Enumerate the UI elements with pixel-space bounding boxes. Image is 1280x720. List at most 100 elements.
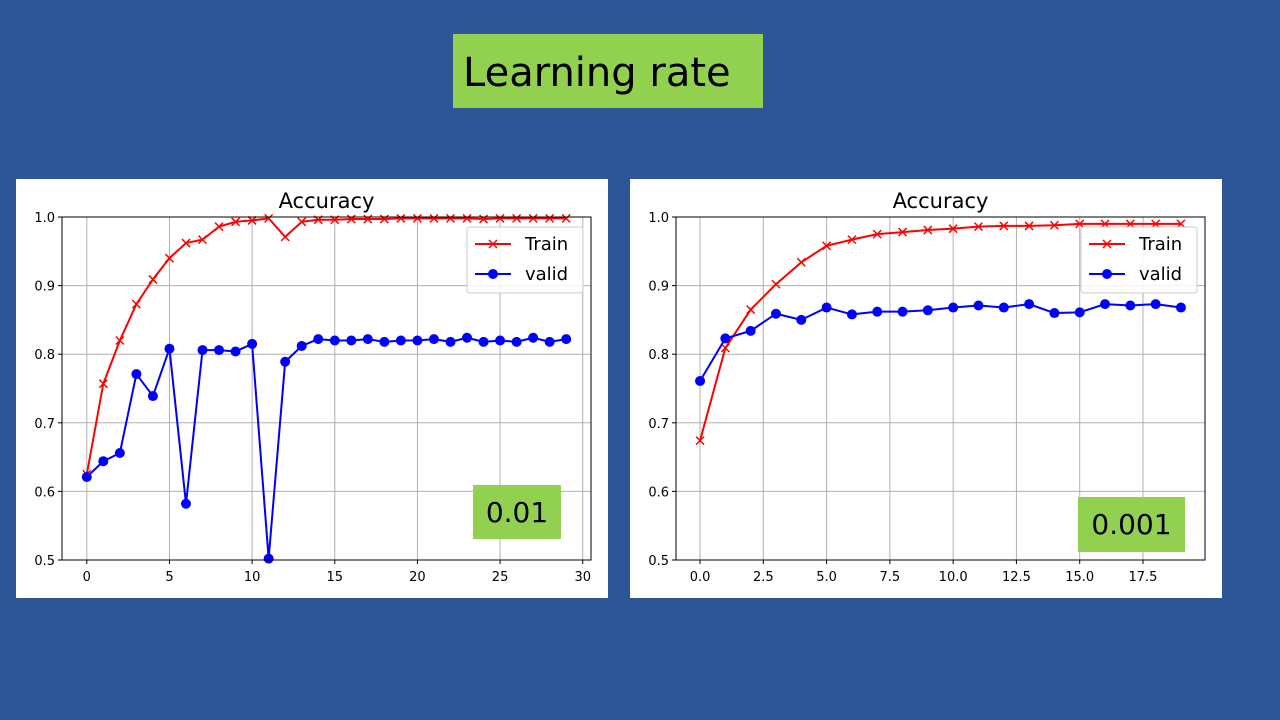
series-train-point bbox=[363, 214, 373, 224]
accuracy-chart-lr-0.01: Accuracy 0.5 0.6 0.7 0.8 0.9 1.0 0 5 10 15 20 25 30 Tr… bbox=[34, 189, 592, 585]
plot-frame bbox=[61, 216, 592, 561]
legend-train-label: Train bbox=[1138, 234, 1182, 255]
x-tick-label: 15 bbox=[326, 570, 343, 585]
x-tick-label: 15.0 bbox=[1065, 570, 1094, 585]
series-train-point bbox=[923, 225, 933, 235]
series-valid-point bbox=[313, 334, 324, 345]
series-valid-point bbox=[462, 332, 473, 343]
legend-train-marker bbox=[1102, 239, 1112, 249]
series-train-point bbox=[164, 253, 174, 263]
series-valid-point bbox=[147, 391, 158, 402]
series-valid-point bbox=[362, 334, 373, 345]
x-tick-label: 17.5 bbox=[1129, 570, 1158, 585]
series-train-point bbox=[695, 436, 705, 446]
x-tick-label: 7.5 bbox=[880, 570, 901, 585]
y-tick-label: 0.9 bbox=[34, 280, 55, 295]
series-train-point bbox=[1024, 221, 1034, 231]
y-tick-label: 0.8 bbox=[648, 348, 669, 363]
accuracy-chart-lr-0.001: Accuracy 0.5 0.6 0.7 0.8 0.9 1.0 0.0 2.5 5.0 7.5 10… bbox=[648, 189, 1206, 585]
series-valid-point bbox=[98, 456, 109, 467]
series-valid-point bbox=[511, 336, 522, 347]
legend: Train valid bbox=[1080, 226, 1198, 294]
series-valid-point bbox=[263, 553, 274, 564]
series-valid-point bbox=[1125, 300, 1136, 311]
x-tick-label: 30 bbox=[574, 570, 591, 585]
y-tick-label: 0.5 bbox=[34, 554, 55, 569]
series-valid-point bbox=[214, 345, 225, 356]
series-valid-point bbox=[922, 305, 933, 316]
series-train-point bbox=[561, 213, 571, 223]
series-valid-point bbox=[346, 335, 357, 346]
series-valid-point bbox=[428, 334, 439, 345]
x-tick-label: 5.0 bbox=[816, 570, 837, 585]
series-train-point bbox=[948, 224, 958, 234]
series-train-point bbox=[297, 217, 307, 227]
legend-train-label: Train bbox=[524, 234, 568, 255]
series-valid-point bbox=[230, 346, 241, 357]
series-train-point bbox=[1049, 220, 1059, 230]
y-tick-label: 0.7 bbox=[34, 417, 55, 432]
series-valid-point bbox=[872, 306, 883, 317]
y-tick-label: 0.5 bbox=[648, 554, 669, 569]
y-tick-label: 1.0 bbox=[34, 211, 55, 226]
learning-rate-badge-0.01: 0.01 bbox=[473, 485, 561, 539]
series-valid-point bbox=[1049, 308, 1060, 319]
series-train-point bbox=[131, 299, 141, 309]
series-valid-point bbox=[846, 309, 857, 320]
legend-valid-marker bbox=[488, 269, 498, 279]
x-tick-label: 5 bbox=[165, 570, 173, 585]
series-valid-point bbox=[1074, 307, 1085, 318]
series-valid-point bbox=[1175, 302, 1186, 313]
x-tick-label: 10.0 bbox=[939, 570, 968, 585]
series-valid-point bbox=[329, 335, 340, 346]
series-train-point bbox=[98, 379, 108, 389]
series-valid-point bbox=[821, 302, 832, 313]
series-train-point bbox=[247, 215, 257, 225]
series-valid-point bbox=[1150, 299, 1161, 310]
series-valid-point bbox=[973, 300, 984, 311]
series-train-point bbox=[264, 213, 274, 223]
series-valid-point bbox=[197, 345, 208, 356]
series-train-point bbox=[181, 238, 191, 248]
legend-valid-marker bbox=[1102, 269, 1112, 279]
y-tick-label: 0.6 bbox=[34, 485, 55, 500]
series-valid-point bbox=[164, 343, 175, 354]
legend-train-marker bbox=[488, 239, 498, 249]
series-train-point bbox=[115, 335, 125, 346]
series-valid-point bbox=[296, 340, 307, 351]
series-train-point bbox=[796, 257, 806, 267]
series-train-point bbox=[197, 235, 208, 245]
series-valid-point bbox=[796, 314, 807, 325]
series-train-point bbox=[512, 213, 522, 223]
series-train-point bbox=[872, 229, 882, 239]
series-valid-point bbox=[280, 356, 291, 367]
series-train-point bbox=[148, 274, 158, 284]
x-tick-label: 0 bbox=[83, 570, 91, 585]
series-valid-point bbox=[114, 447, 125, 458]
series-valid-point bbox=[412, 335, 423, 346]
series-train-point bbox=[280, 232, 290, 242]
series-valid-point bbox=[528, 332, 539, 343]
x-tick-label: 2.5 bbox=[753, 570, 774, 585]
series-valid bbox=[81, 332, 572, 564]
series-train-point bbox=[973, 222, 983, 232]
series-valid-point bbox=[998, 302, 1009, 313]
series-train-point bbox=[528, 213, 538, 223]
series-valid-point bbox=[720, 333, 731, 344]
series-valid-point bbox=[745, 325, 756, 336]
legend: Train valid bbox=[466, 226, 584, 294]
legend-valid-label: valid bbox=[1139, 264, 1182, 285]
chart-title: Accuracy bbox=[279, 189, 375, 213]
series-valid-point bbox=[561, 334, 572, 345]
series-train-point bbox=[231, 217, 241, 227]
series-train-point bbox=[445, 213, 456, 223]
series-train-point bbox=[346, 214, 356, 224]
series-valid-point bbox=[131, 369, 142, 380]
series-train-point bbox=[379, 214, 389, 224]
x-tick-label: 12.5 bbox=[1002, 570, 1031, 585]
series-train bbox=[695, 219, 1186, 446]
series-train-point bbox=[214, 222, 224, 232]
series-train-point bbox=[545, 213, 555, 223]
y-tick-label: 0.9 bbox=[648, 280, 669, 295]
chart-title: Accuracy bbox=[893, 189, 989, 213]
